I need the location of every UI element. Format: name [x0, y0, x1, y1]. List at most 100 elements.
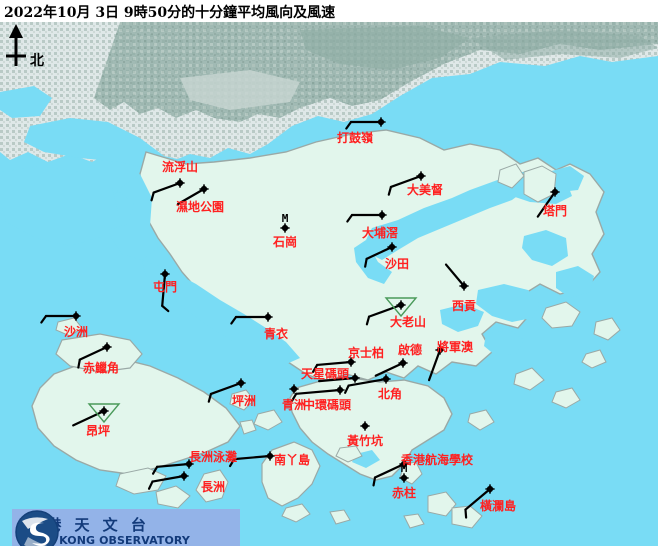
wind-barb: [365, 303, 403, 326]
station-label: 坪洲: [231, 394, 257, 408]
station-marker[interactable]: [376, 117, 386, 127]
station-marker[interactable]: [387, 242, 397, 252]
station-label: 黃竹坑: [346, 434, 384, 448]
station-marker[interactable]: [263, 312, 273, 322]
wind-barb: [176, 187, 206, 206]
station-marker[interactable]: [459, 281, 469, 291]
station-label: 沙田: [384, 257, 410, 271]
north-label: 北: [30, 53, 44, 69]
station-marker-layer: [71, 117, 560, 494]
station-marker[interactable]: [102, 342, 112, 352]
wind-barb: [161, 272, 170, 313]
wind-barb: [464, 487, 492, 519]
station-m-marker: M: [281, 212, 289, 225]
wind-barb: [228, 454, 272, 468]
north-arrow-icon: [6, 24, 26, 66]
station-label: 青洲: [281, 398, 307, 412]
wind-barb: [151, 462, 191, 475]
station-label: 昂坪: [85, 424, 111, 438]
station-label: 石崗: [272, 235, 298, 249]
station-label: 赤柱: [391, 486, 417, 500]
wind-barb: [344, 377, 388, 394]
station-label: 京士柏: [347, 346, 385, 360]
wind-barb: [374, 361, 405, 377]
station-marker[interactable]: [398, 358, 408, 368]
wind-barb: [364, 245, 394, 268]
station-marker[interactable]: [377, 210, 387, 220]
wind-barb: [72, 409, 106, 427]
station-label: 香港航海學校: [400, 453, 474, 467]
station-marker[interactable]: [435, 345, 445, 355]
station-label: 長洲: [200, 480, 226, 494]
wind-barb: [311, 360, 353, 373]
station-label: 塔門: [542, 204, 568, 218]
station-label: 赤鱲角: [82, 361, 120, 375]
station-label: 西貢: [451, 299, 477, 313]
station-label: 大老山: [389, 315, 427, 329]
station-marker[interactable]: [381, 374, 391, 384]
station-marker[interactable]: [416, 171, 426, 181]
wind-barb: [346, 213, 384, 223]
wind-barb: [150, 181, 182, 202]
station-label: 將軍澳: [436, 340, 474, 354]
station-marker[interactable]: [280, 223, 290, 233]
station-marker[interactable]: [335, 385, 345, 395]
hko-logo: 香 港 天 文 台 HONG KONG OBSERVATORY: [12, 509, 240, 546]
station-label: 北角: [377, 387, 403, 401]
wind-barb: [77, 345, 109, 369]
wind-barb: [372, 462, 406, 487]
station-label: 濕地公園: [175, 200, 225, 214]
station-marker[interactable]: [360, 421, 370, 431]
wind-barb: [40, 314, 78, 324]
map-canvas[interactable]: 北 打鼓嶺流浮山濕地公園 M 石崗 大美督塔門大埔滘沙田西貢大老山 將軍澳 京士柏 啟德 屯門…: [0, 22, 658, 546]
station-marker[interactable]: [384, 297, 418, 318]
station-label: 啟德: [397, 343, 423, 357]
station-marker[interactable]: [184, 459, 194, 469]
hko-logo-en: HONG KONG OBSERVATORY: [18, 534, 190, 546]
station-marker[interactable]: [350, 373, 360, 383]
wind-barb: [427, 348, 442, 382]
station-label: 橫瀾島: [479, 499, 517, 513]
wind-barb-layer: [40, 120, 557, 519]
station-marker[interactable]: [346, 357, 356, 367]
station-label: 南丫島: [273, 453, 311, 467]
hko-logo-icon: [15, 510, 59, 546]
station-marker[interactable]: [485, 484, 495, 494]
station-marker[interactable]: [199, 184, 209, 194]
station-label: 大美督: [406, 183, 444, 197]
page-title: 2022年10月 3日 9時50分的十分鐘平均風向及風速: [4, 5, 336, 21]
station-label: 沙洲: [63, 325, 89, 339]
wind-barb: [345, 120, 383, 130]
station-label: 青衣: [263, 327, 289, 341]
station-label: 中環碼頭: [302, 398, 352, 412]
map-geography: [0, 22, 658, 546]
wind-barb: [207, 381, 243, 403]
wind-barb: [230, 315, 270, 325]
station-label: 天星碼頭: [300, 367, 350, 381]
wind-barb: [318, 376, 357, 383]
station-m-marker: M: [400, 462, 408, 475]
station-label: 流浮山: [161, 160, 199, 174]
title-bar: 2022年10月 3日 9時50分的十分鐘平均風向及風速: [0, 0, 658, 22]
wind-barb: [444, 263, 466, 288]
station-marker[interactable]: [179, 471, 189, 481]
station-marker[interactable]: [71, 311, 81, 321]
station-label: 大埔滘: [361, 226, 399, 240]
station-marker[interactable]: [87, 403, 121, 424]
wind-barb: [147, 474, 186, 490]
station-label: 長洲泳灘: [188, 450, 238, 464]
wind-barb: [387, 174, 423, 196]
station-label: 打鼓嶺: [336, 131, 374, 145]
wind-barb: [290, 388, 342, 402]
station-marker[interactable]: [236, 378, 246, 388]
station-marker[interactable]: [265, 451, 275, 461]
station-label: 屯門: [152, 280, 178, 294]
station-marker[interactable]: [175, 178, 185, 188]
station-marker[interactable]: [289, 384, 299, 394]
station-marker[interactable]: [399, 473, 409, 483]
station-marker[interactable]: [160, 269, 170, 279]
station-marker[interactable]: [399, 459, 409, 469]
station-marker[interactable]: [550, 187, 560, 197]
wind-barb: [536, 190, 557, 218]
